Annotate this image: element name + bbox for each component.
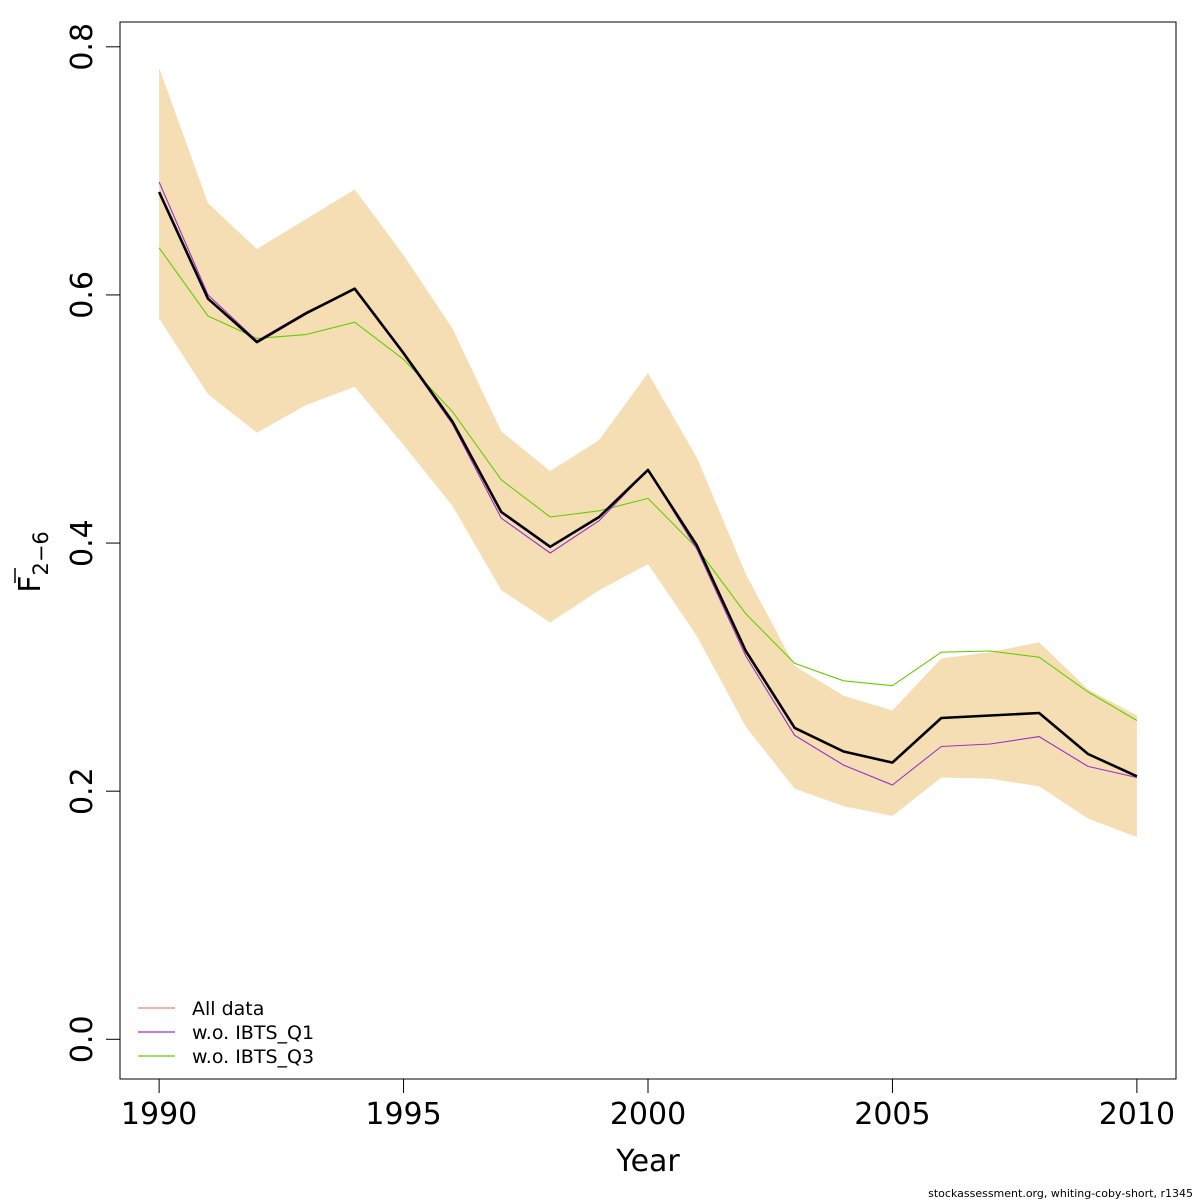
y-tick-label-group: 0.0 [65, 1015, 100, 1063]
confidence-band [159, 67, 1137, 838]
x-tick-label: 2010 [1099, 1097, 1175, 1132]
legend-item-wo-ibts-q1: w.o. IBTS_Q1 [138, 1022, 314, 1044]
legend-item-all-data: All data [138, 998, 264, 1020]
series-line-all-data [157, 191, 1138, 778]
y-tick-label: 0.8 [65, 23, 100, 71]
x-tick-label: 2005 [854, 1097, 930, 1132]
x-axis: 1990 1995 2000 2005 2010 [121, 1078, 1175, 1132]
legend-label: All data [192, 998, 264, 1020]
y-tick-label: 0.0 [65, 1015, 100, 1063]
legend-label: w.o. IBTS_Q3 [192, 1046, 314, 1068]
y-tick-label-group: 0.8 [65, 23, 100, 71]
credit-text: stockassessment.org, whiting-coby-short,… [928, 1187, 1193, 1200]
y-axis-title: F2−6 [13, 531, 53, 593]
x-tick-label: 2000 [610, 1097, 686, 1132]
y-tick-label: 0.4 [65, 519, 100, 567]
x-axis-title: Year [615, 1144, 680, 1179]
y-tick-label-group: 0.6 [65, 271, 100, 319]
confidence-band-layer [159, 67, 1137, 838]
y-axis-title-text: F2−6 [13, 531, 53, 593]
y-axis-title-main: F [13, 576, 48, 593]
series-layer [157, 181, 1138, 786]
x-tick-label: 1990 [121, 1097, 197, 1132]
y-tick-label: 0.6 [65, 271, 100, 319]
y-tick-label-group: 0.4 [65, 519, 100, 567]
x-tick-label: 1995 [365, 1097, 441, 1132]
legend-label: w.o. IBTS_Q1 [192, 1022, 314, 1044]
y-tick-label: 0.2 [65, 767, 100, 815]
legend-item-wo-ibts-q3: w.o. IBTS_Q3 [138, 1046, 314, 1068]
y-axis-title-subscript: 2−6 [29, 531, 53, 575]
y-axis: 0.0 0.2 0.4 0.6 0.8 [65, 23, 121, 1063]
y-tick-label-group: 0.2 [65, 767, 100, 815]
series-line-wo-ibts-q3 [158, 247, 1138, 721]
